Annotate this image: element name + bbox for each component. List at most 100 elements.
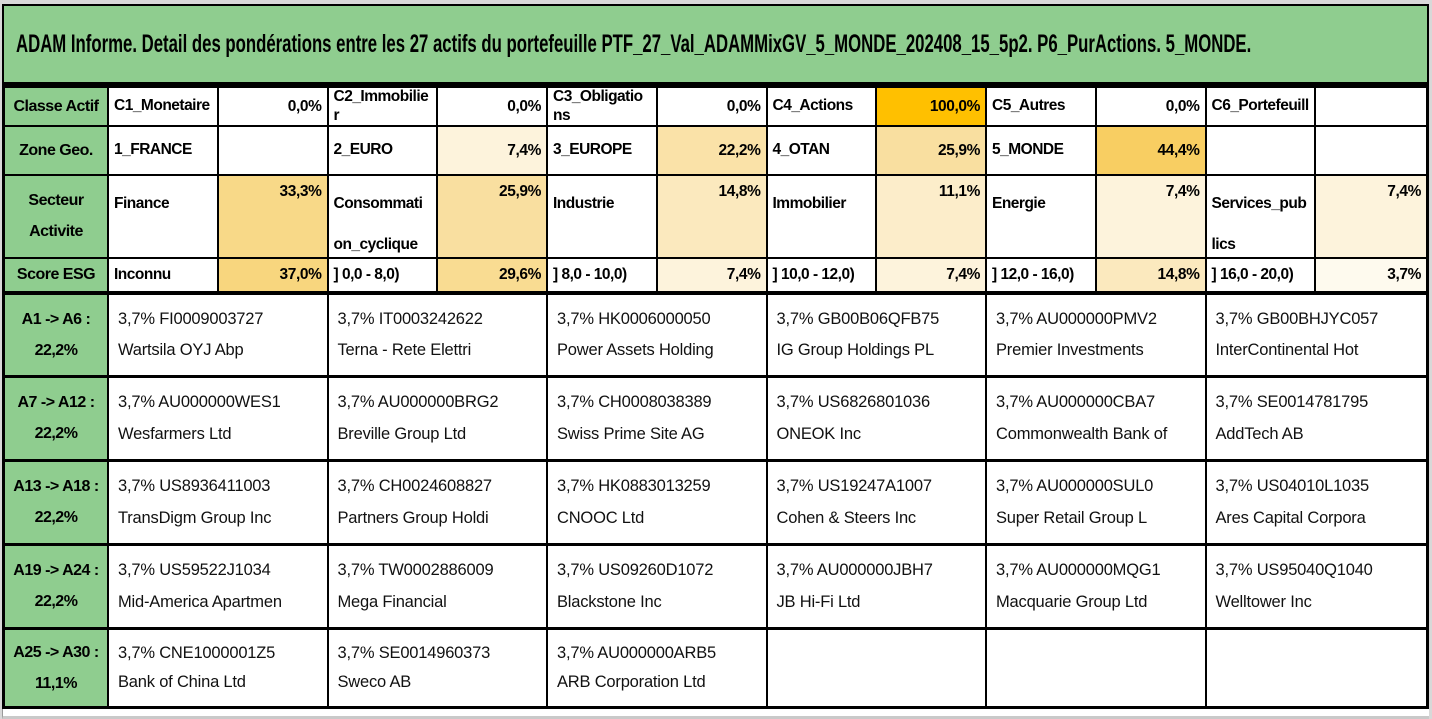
asset-cell[interactable]: 3,7% AU000000MQG1 Macquarie Group Ltd: [987, 546, 1207, 630]
asset-weight: 3,7%: [1215, 310, 1253, 329]
asset-cell[interactable]: 3,7% CH0024608827 Partners Group Holdi: [328, 462, 548, 546]
asset-cell[interactable]: 3,7% AU000000SUL0 Super Retail Group L: [987, 462, 1207, 546]
category-value-cell[interactable]: [1316, 127, 1426, 176]
asset-cell[interactable]: 3,7% US6826801036 ONEOK Inc: [767, 378, 987, 462]
category-name-cell[interactable]: ] 0,0 - 8,0): [328, 259, 439, 295]
asset-cell[interactable]: [1206, 630, 1426, 706]
category-value-cell[interactable]: 14,8%: [1096, 259, 1207, 295]
asset-name: TransDigm Group Inc: [118, 508, 272, 527]
asset-cell[interactable]: [767, 630, 987, 706]
asset-weight: 3,7%: [776, 393, 814, 412]
asset-name: Premier Investments: [996, 341, 1144, 359]
category-value-cell[interactable]: 0,0%: [657, 88, 768, 127]
category-value-cell[interactable]: [218, 127, 329, 176]
category-value-cell[interactable]: 11,1%: [877, 176, 987, 259]
category-name-cell[interactable]: ] 16,0 - 20,0): [1206, 259, 1317, 295]
asset-cell[interactable]: 3,7% US95040Q1040 Welltower Inc: [1206, 546, 1426, 630]
category-name-cell[interactable]: C4_Actions: [767, 88, 878, 127]
report-title-cell[interactable]: ADAM Informe. Detail des pondérations en…: [2, 4, 1429, 88]
asset-cell[interactable]: 3,7% AU000000WES1 Wesfarmers Ltd: [109, 378, 329, 462]
category-name-cell[interactable]: Industrie: [548, 176, 658, 259]
row-header-secteur-activite[interactable]: Secteur Activite: [5, 176, 109, 259]
asset-cell[interactable]: 3,7% IT0003242622 Terna - Rete Elettri: [328, 295, 548, 378]
asset-cell[interactable]: 3,7% SE0014960373 Sweco AB: [328, 630, 548, 706]
asset-weight: 3,7%: [118, 643, 155, 662]
category-name-cell[interactable]: 4_OTAN: [767, 127, 878, 176]
category-name-cell[interactable]: 5_MONDE: [987, 127, 1097, 176]
asset-weight: 3,7%: [557, 393, 594, 412]
category-name-cell[interactable]: C3_Obligations: [548, 88, 658, 127]
category-name-cell[interactable]: 2_EURO: [328, 127, 439, 176]
category-name-cell[interactable]: Services_publics: [1206, 176, 1317, 259]
category-value-cell[interactable]: 0,0%: [1096, 88, 1207, 127]
category-value-cell[interactable]: 22,2%: [657, 127, 768, 176]
category-name-cell[interactable]: [1206, 127, 1317, 176]
asset-cell[interactable]: 3,7% SE0014781795 AddTech AB: [1206, 378, 1426, 462]
asset-cell[interactable]: 3,7% GB00BHJYC057 InterContinental Hot: [1206, 295, 1426, 378]
category-value-cell[interactable]: [1316, 88, 1426, 127]
asset-cell[interactable]: [987, 630, 1207, 706]
category-value-cell[interactable]: 7,4%: [1096, 176, 1207, 259]
asset-weight: 3,7%: [557, 643, 594, 662]
asset-cell[interactable]: 3,7% US19247A1007 Cohen & Steers Inc: [767, 462, 987, 546]
category-value-cell[interactable]: 25,9%: [877, 127, 987, 176]
asset-cell[interactable]: 3,7% GB00B06QFB75 IG Group Holdings PL: [767, 295, 987, 378]
asset-cell[interactable]: 3,7% FI0009003727 Wartsila OYJ Abp: [109, 295, 329, 378]
category-value-cell[interactable]: 7,4%: [657, 259, 768, 295]
asset-cell[interactable]: 3,7% US04010L1035 Ares Capital Corpora: [1206, 462, 1426, 546]
category-value-cell[interactable]: 14,8%: [657, 176, 768, 259]
category-name-cell[interactable]: ] 12,0 - 16,0): [987, 259, 1097, 295]
asset-cell[interactable]: 3,7% AU000000ARB5 ARB Corporation Ltd: [548, 630, 768, 706]
asset-isin: CH0024608827: [378, 477, 492, 496]
row-header-score-esg[interactable]: Score ESG: [5, 259, 109, 295]
category-name-cell[interactable]: 3_EUROPE: [548, 127, 658, 176]
row-header-zone-geo[interactable]: Zone Geo.: [5, 127, 109, 176]
category-value-cell[interactable]: 7,4%: [877, 259, 987, 295]
category-value-cell[interactable]: 0,0%: [438, 88, 548, 127]
asset-name: Mega Financial: [337, 592, 447, 611]
asset-cell[interactable]: 3,7% AU000000BRG2 Breville Group Ltd: [328, 378, 548, 462]
category-name-cell[interactable]: Consommation_cyclique: [328, 176, 439, 259]
asset-cell[interactable]: 3,7% CH0008038389 Swiss Prime Site AG: [548, 378, 768, 462]
asset-name: IG Group Holdings PL: [776, 341, 935, 359]
asset-name: Cohen & Steers Inc: [776, 508, 917, 527]
category-value-cell[interactable]: 44,4%: [1096, 127, 1207, 176]
asset-cell[interactable]: 3,7% AU000000CBA7 Commonwealth Bank of: [987, 378, 1207, 462]
category-name-cell[interactable]: Finance: [109, 176, 219, 259]
category-value-cell[interactable]: 3,7%: [1316, 259, 1426, 295]
row-header-a7-a12[interactable]: A7 -> A12 : 22,2%: [5, 378, 109, 462]
row-header-label: Zone Geo.: [19, 141, 93, 159]
category-value-cell[interactable]: 37,0%: [218, 259, 329, 295]
category-value-cell[interactable]: 0,0%: [218, 88, 329, 127]
category-value-cell[interactable]: 29,6%: [438, 259, 548, 295]
asset-cell[interactable]: 3,7% HK0883013259 CNOOC Ltd: [548, 462, 768, 546]
asset-cell[interactable]: 3,7% US59522J1034 Mid-America Apartmen: [109, 546, 329, 630]
row-header-classe-actif[interactable]: Classe Actif: [5, 88, 109, 127]
category-value-cell[interactable]: 7,4%: [1316, 176, 1426, 259]
category-name-cell[interactable]: C5_Autres: [987, 88, 1097, 127]
asset-cell[interactable]: 3,7% US8936411003 TransDigm Group Inc: [109, 462, 329, 546]
category-name-cell[interactable]: ] 10,0 - 12,0): [767, 259, 878, 295]
row-header-a1-a6[interactable]: A1 -> A6 : 22,2%: [5, 295, 109, 378]
category-value-cell[interactable]: 100,0%: [877, 88, 987, 127]
category-name-cell[interactable]: 1_FRANCE: [109, 127, 219, 176]
asset-cell[interactable]: 3,7% AU000000JBH7 JB Hi-Fi Ltd: [767, 546, 987, 630]
category-name-cell[interactable]: C6_Portefeuill: [1206, 88, 1317, 127]
asset-cell[interactable]: 3,7% TW0002886009 Mega Financial: [328, 546, 548, 630]
category-value-cell[interactable]: 25,9%: [438, 176, 548, 259]
category-name-cell[interactable]: C2_Immobilier: [328, 88, 439, 127]
category-value-cell[interactable]: 33,3%: [218, 176, 329, 259]
asset-cell[interactable]: 3,7% HK0006000050 Power Assets Holding: [548, 295, 768, 378]
category-name-cell[interactable]: Immobilier: [767, 176, 878, 259]
category-name-cell[interactable]: C1_Monetaire: [109, 88, 219, 127]
category-name-cell[interactable]: Energie: [987, 176, 1097, 259]
row-header-a13-a18[interactable]: A13 -> A18 : 22,2%: [5, 462, 109, 546]
asset-cell[interactable]: 3,7% US09260D1072 Blackstone Inc: [548, 546, 768, 630]
row-header-a25-a30[interactable]: A25 -> A30 : 11,1%: [5, 630, 109, 706]
asset-cell[interactable]: 3,7% CNE1000001Z5 Bank of China Ltd: [109, 630, 329, 706]
asset-cell[interactable]: 3,7% AU000000PMV2 Premier Investments: [987, 295, 1207, 378]
row-header-a19-a24[interactable]: A19 -> A24 : 22,2%: [5, 546, 109, 630]
category-value-cell[interactable]: 7,4%: [438, 127, 548, 176]
category-name-cell[interactable]: ] 8,0 - 10,0): [548, 259, 658, 295]
category-name-cell[interactable]: Inconnu: [109, 259, 219, 295]
